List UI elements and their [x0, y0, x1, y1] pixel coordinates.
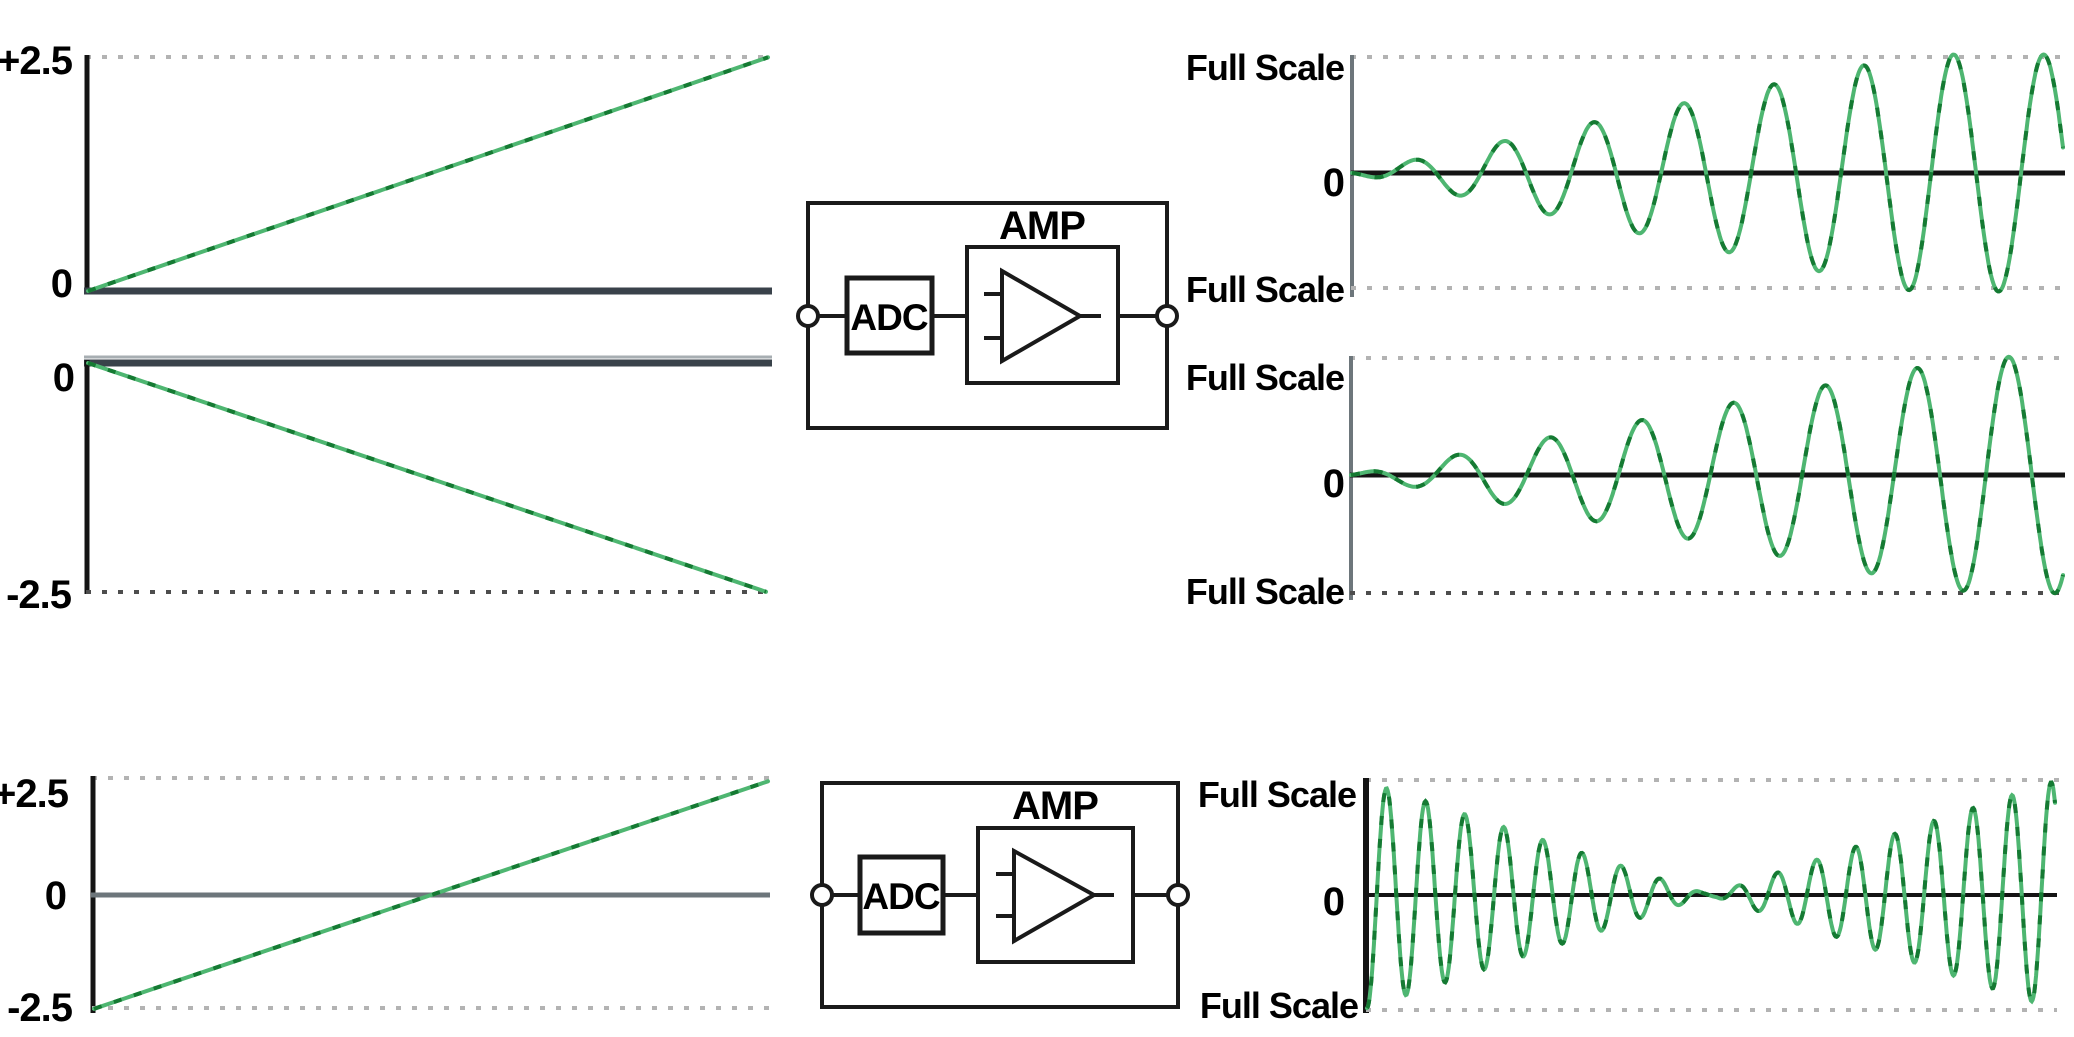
- b1-opamp-triangle-icon: [1000, 267, 1085, 365]
- g3-bottom-label: -2.5: [7, 986, 73, 1030]
- g4-top-label: Full Scale: [1186, 47, 1344, 88]
- b1-output-terminal-icon: [1155, 304, 1179, 328]
- graph-ramp-down: 0 -2.5: [6, 355, 772, 617]
- graph-sine-grow-negative: Full Scale 0 Full Scale: [1186, 354, 2065, 612]
- g3-zero-label: 0: [45, 874, 66, 918]
- graph-sine-grow-positive: Full Scale 0 Full Scale: [1186, 47, 2065, 310]
- b2-amp-label: AMP: [1012, 784, 1098, 828]
- g3-top-label: +2.5: [0, 772, 69, 816]
- graph-sine-pinch: Full Scale 0 Full Scale: [1198, 774, 2060, 1026]
- g1-top-label: +2.5: [0, 39, 73, 83]
- b2-opamp-triangle-icon: [1012, 847, 1099, 945]
- g6-zero-label: 0: [1323, 880, 1344, 924]
- g5-bottom-label: Full Scale: [1186, 571, 1344, 612]
- g2-bottom-label: -2.5: [6, 573, 72, 617]
- g3-ramp-signal-dashes: [93, 779, 769, 1011]
- g5-top-label: Full Scale: [1186, 357, 1344, 398]
- g6-top-label: Full Scale: [1198, 774, 1356, 815]
- g2-ramp-signal-dashes: [87, 361, 767, 594]
- g1-ramp-signal-dashes: [87, 55, 769, 293]
- g4-sine-signal-dashes: [1351, 52, 2065, 294]
- g4-bottom-label: Full Scale: [1186, 269, 1344, 310]
- b1-adc-label: ADC: [850, 297, 927, 338]
- g5-zero-label: 0: [1323, 462, 1344, 506]
- b2-output-terminal-icon: [1166, 883, 1190, 907]
- b2-adc-label: ADC: [862, 876, 939, 917]
- g5-sine-signal-dashes: [1350, 354, 2065, 596]
- g2-zero-label: 0: [53, 356, 74, 400]
- graph-ramp-bipolar: +2.5 0 -2.5: [0, 772, 770, 1030]
- adc-amp-block-top: ADC AMP: [796, 201, 1179, 430]
- g6-bottom-label: Full Scale: [1200, 985, 1358, 1026]
- graph-ramp-up: +2.5 0: [0, 39, 772, 306]
- g6-sine-signal-dashes: [1365, 780, 2057, 1010]
- g1-zero-label: 0: [51, 262, 72, 306]
- b1-input-terminal-icon: [796, 304, 820, 328]
- adc-amp-block-bottom: ADC AMP: [810, 781, 1190, 1009]
- g4-zero-label: 0: [1323, 161, 1344, 205]
- b1-amp-label: AMP: [999, 204, 1085, 248]
- b2-input-terminal-icon: [810, 883, 834, 907]
